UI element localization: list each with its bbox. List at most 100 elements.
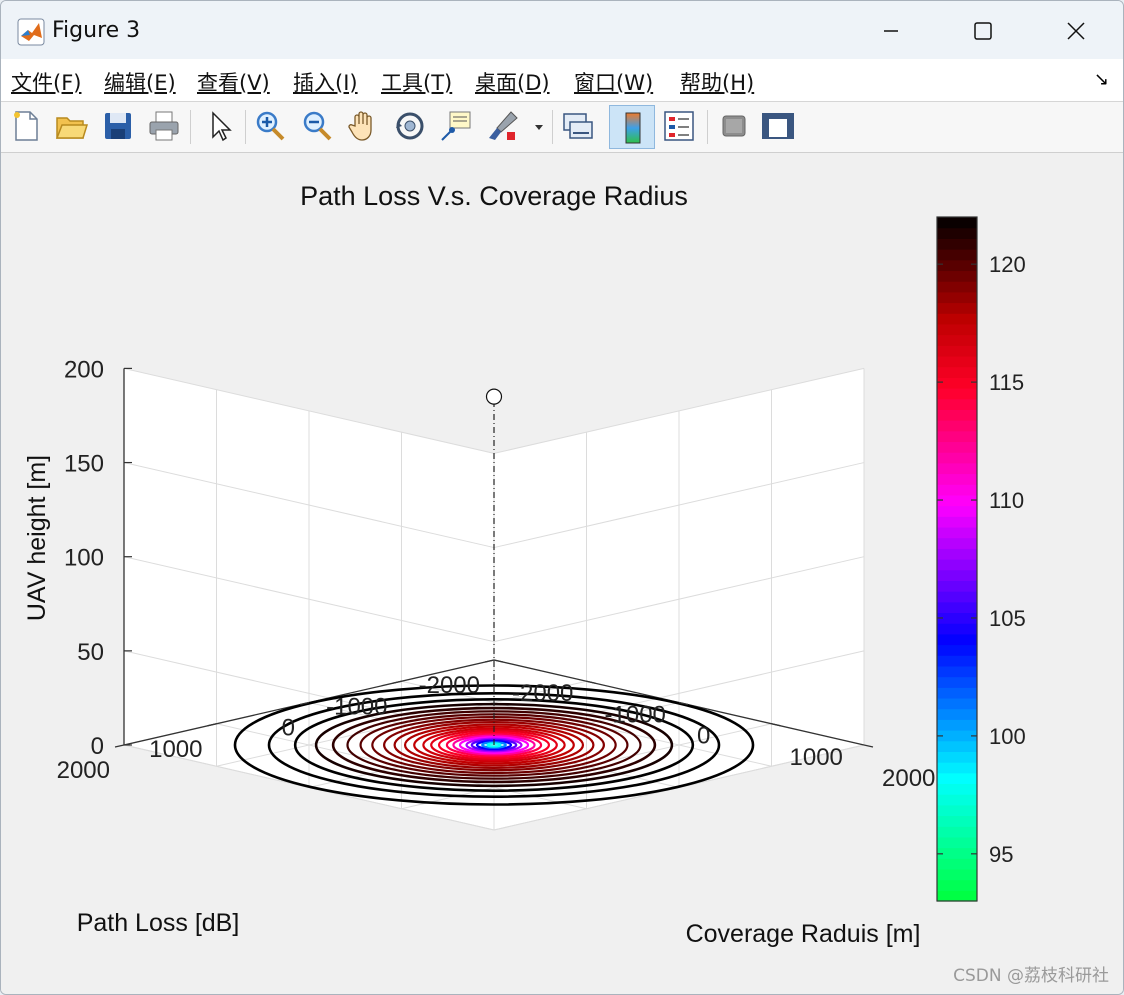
y-tick (484, 659, 495, 663)
grid-line (493, 367, 865, 454)
colorbar-segment (937, 462, 977, 475)
menu-insert[interactable]: 插入(I) (293, 71, 358, 95)
menu-file[interactable]: 文件(F) (11, 71, 82, 95)
dock-figure-icon[interactable]: ↘ (1093, 69, 1109, 89)
colorbar-segment (937, 847, 977, 859)
colorbar-segment (937, 409, 977, 421)
colorbar-tick-label: 110 (989, 488, 1024, 513)
colorbar-segment (937, 441, 977, 453)
matlab-logo-icon (17, 18, 45, 46)
colorbar-segment (937, 591, 977, 603)
colorbar-segment (937, 890, 977, 902)
rotate-3d-icon[interactable] (392, 108, 428, 144)
colorbar-segment (937, 217, 977, 229)
open-file-icon[interactable] (53, 108, 89, 144)
colorbar-frame (936, 216, 978, 902)
x-tick-label: -2000 (512, 680, 573, 707)
colorbar-segment (937, 388, 977, 400)
x-axis-label: Coverage Raduis [m] (686, 920, 921, 948)
contour-ring (403, 723, 585, 767)
maximize-button[interactable] (961, 11, 1005, 51)
zoom-out-icon[interactable] (299, 108, 335, 144)
colorbar-segment (937, 687, 977, 699)
hide-plot-tools-icon[interactable] (716, 108, 752, 144)
chart-title: Path Loss V.s. Coverage Radius (300, 181, 688, 211)
y-axis-label: Path Loss [dB] (77, 909, 240, 937)
x-tick-label: -1000 (605, 701, 666, 728)
colorbar-segment (937, 580, 977, 592)
colorbar-segment (937, 858, 977, 870)
colorbar-segment (937, 270, 977, 282)
colorbar-segment (937, 526, 977, 539)
y-tick-label: 1000 (149, 736, 202, 763)
menu-desktop[interactable]: 桌面(D) (475, 71, 550, 95)
print-icon[interactable] (146, 108, 182, 144)
x-tick (678, 701, 689, 706)
colorbar[interactable]: 95 100 105 110 115 120 (936, 216, 1026, 902)
chevron-down-icon[interactable] (532, 120, 546, 134)
contour-ring (458, 736, 530, 754)
z-tick-label: 100 (64, 545, 104, 572)
pan-icon[interactable] (346, 108, 382, 144)
uav-marker (485, 388, 503, 405)
z-axis-label: UAV height [m] (23, 455, 51, 621)
colorbar-segment (937, 868, 977, 881)
colorbar-segment (937, 762, 977, 774)
colorbar-toggle-button[interactable] (609, 105, 655, 149)
x-tick (863, 744, 874, 748)
colorbar-segment (937, 516, 977, 528)
menu-edit[interactable]: 编辑(E) (104, 71, 176, 95)
colorbar-tick-label: 100 (989, 724, 1026, 749)
colorbar-icon (625, 112, 641, 144)
link-plot-icon[interactable] (560, 108, 596, 144)
contour-ring (437, 731, 551, 759)
colorbar-segment (937, 879, 977, 891)
grid-line (123, 462, 495, 549)
colorbar-segment (937, 334, 977, 346)
colorbar-segment (937, 601, 977, 614)
close-button[interactable] (1054, 11, 1098, 51)
window-title: Figure 3 (52, 18, 141, 43)
colorbar-segment (937, 302, 977, 314)
colorbar-segment (937, 826, 977, 838)
z-tick-label: 50 (77, 639, 104, 666)
contour-ring (267, 692, 721, 798)
show-plot-tools-icon[interactable] (760, 108, 796, 144)
x-tick (771, 723, 781, 727)
colorbar-segment (937, 313, 977, 325)
colorbar-segment (937, 398, 977, 410)
save-icon[interactable] (100, 108, 136, 144)
menu-bar: 文件(F) 编辑(E) 查看(V) 插入(I) 工具(T) 桌面(D) 窗口(W… (1, 59, 1123, 102)
z-tick-label: 200 (64, 356, 104, 383)
contour-ring (383, 718, 605, 772)
colorbar-tick-label: 120 (989, 252, 1026, 277)
legend-icon[interactable] (661, 108, 697, 144)
menu-tools[interactable]: 工具(T) (381, 71, 453, 95)
menu-view[interactable]: 查看(V) (197, 71, 270, 95)
menu-window[interactable]: 窗口(W) (574, 71, 654, 95)
new-figure-icon[interactable] (8, 108, 44, 144)
maximize-icon (974, 22, 992, 40)
colorbar-segment (937, 633, 977, 646)
plot-area: Path Loss V.s. Coverage Radius 0 50 100 150… (1, 153, 1123, 994)
watermark: CSDN @荔枝科研社 (953, 966, 1109, 986)
colorbar-segment (937, 249, 977, 261)
menu-help[interactable]: 帮助(H) (680, 71, 755, 95)
colorbar-segment (937, 366, 977, 378)
y-tick (207, 723, 217, 727)
title-bar[interactable]: Figure 3 (1, 1, 1123, 59)
colorbar-segment (937, 473, 977, 485)
colorbar-segment (937, 548, 977, 560)
zoom-in-icon[interactable] (252, 108, 288, 144)
pointer-icon[interactable] (202, 108, 238, 144)
colorbar-segment (937, 505, 977, 517)
data-cursor-icon[interactable] (438, 108, 474, 144)
colorbar-segment (937, 676, 977, 688)
x-tick-label: 2000 (882, 765, 935, 792)
axes-3d[interactable]: Path Loss V.s. Coverage Radius 0 50 100 150… (1, 153, 1123, 994)
colorbar-segment (937, 815, 977, 827)
colorbar-segment (937, 259, 977, 272)
minimize-button[interactable] (869, 11, 913, 51)
brush-icon[interactable] (485, 108, 521, 144)
colorbar-segment (937, 430, 977, 443)
